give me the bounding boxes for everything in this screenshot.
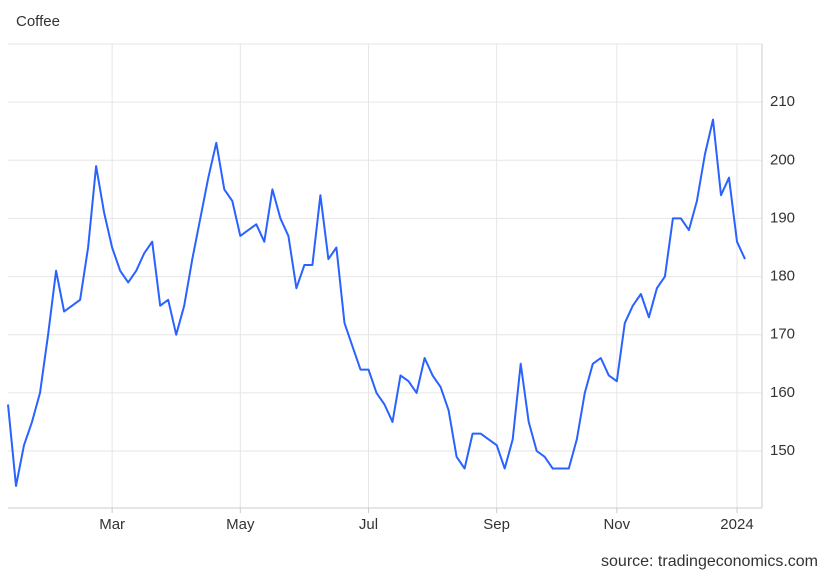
- x-tick-label: May: [226, 516, 255, 533]
- source: source: tradingeconomics.com: [601, 553, 818, 570]
- y-tick-label: 210: [770, 93, 795, 110]
- y-tick-label: 150: [770, 442, 795, 459]
- y-tick-label: 170: [770, 326, 795, 343]
- y-tick-label: 190: [770, 209, 795, 226]
- y-tick-label: 160: [770, 384, 795, 401]
- chart-title: Coffee: [16, 13, 60, 30]
- x-tick-label: 2024: [720, 516, 753, 533]
- price-line: [7, 118, 746, 487]
- x-tick-label: Mar: [99, 516, 125, 533]
- y-tick-label: 180: [770, 268, 795, 285]
- x-tick-label: Sep: [483, 516, 510, 533]
- x-tick-label: Nov: [603, 516, 630, 533]
- y-tick-label: 200: [770, 151, 795, 168]
- x-tick-label: Jul: [359, 516, 378, 533]
